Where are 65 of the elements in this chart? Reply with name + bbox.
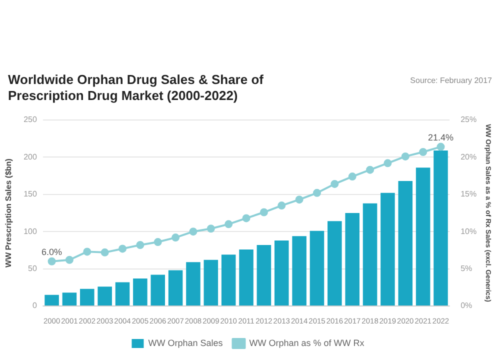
y-tick-label: 50 [28,264,38,274]
y2-tick-label: 10% [460,226,477,236]
point [330,180,339,188]
point [260,208,268,216]
bar [328,221,342,306]
point [154,238,162,246]
legend-label: WW Orphan as % of WW Rx [249,338,365,348]
y2-tick-label: 0% [460,301,472,310]
bar [150,274,166,306]
bar [416,168,430,306]
bar [115,282,130,306]
bar [80,288,94,306]
point [65,256,74,264]
bar [221,254,236,306]
chart-title: Worldwide Orphan Drug Sales & Share of Prescription Drug Market (2000-2022) [8,72,264,104]
bar [292,236,306,306]
y2-tick-label: 20% [460,152,477,162]
bar [44,294,59,306]
bar [204,260,218,306]
legend-label: WW Orphan Sales [148,338,224,348]
point [348,172,356,181]
bar [380,192,395,306]
bar [310,230,324,306]
y-tick-label: 0 [32,301,38,310]
point [366,166,374,174]
point [312,188,321,197]
bar [168,270,183,306]
bar [362,203,378,306]
bar [398,181,413,306]
point [384,159,392,168]
y2-tick-label: 25% [460,115,477,124]
bar [239,249,254,306]
bar [186,262,200,306]
point [242,214,250,222]
y-tick-label: 250 [24,115,38,124]
point [100,248,109,256]
point [295,196,304,204]
point [278,202,286,210]
point [436,142,445,151]
point [136,240,144,249]
point [189,228,198,236]
data-label: 21.4% [428,132,454,142]
bar [98,286,112,306]
bar [133,278,148,306]
point [83,248,92,256]
source-note: Source: February 2017 [410,76,492,85]
point [206,224,215,233]
bar [256,244,272,306]
data-label: 6.0% [42,246,62,257]
bar [434,150,448,306]
bar [62,292,77,306]
point [401,152,410,160]
y-axis-title: WW Prescription Sales ($bn) [4,158,14,268]
y-tick-label: 100 [24,226,38,236]
point [172,234,180,242]
y2-tick-label: 15% [460,190,477,199]
point [48,257,56,266]
y-tick-label: 150 [24,190,38,199]
bar [274,240,289,306]
point [118,244,127,253]
point [224,220,233,228]
y-tick-label: 200 [24,152,38,162]
y2-tick-label: 5% [460,264,472,274]
point [419,148,428,156]
bar [345,213,360,306]
